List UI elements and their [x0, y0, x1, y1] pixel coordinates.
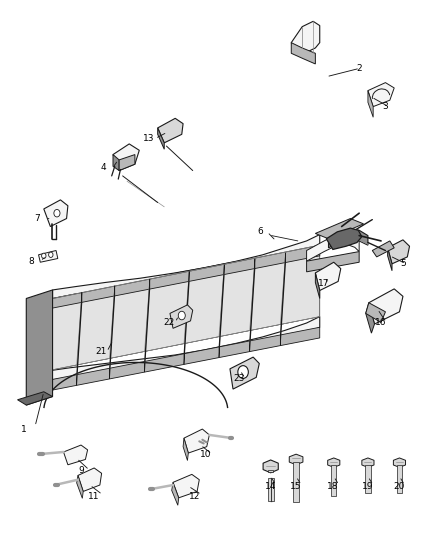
Polygon shape: [78, 468, 102, 491]
Text: 14: 14: [265, 482, 276, 490]
Polygon shape: [158, 128, 164, 149]
Text: 20: 20: [393, 482, 404, 490]
Polygon shape: [44, 245, 320, 372]
Text: 3: 3: [382, 102, 389, 111]
Text: 12: 12: [189, 492, 201, 501]
Polygon shape: [366, 303, 385, 322]
Circle shape: [42, 253, 46, 259]
Polygon shape: [368, 91, 373, 117]
Polygon shape: [44, 317, 320, 381]
Polygon shape: [77, 292, 82, 385]
Polygon shape: [388, 248, 392, 271]
Polygon shape: [173, 474, 199, 498]
Circle shape: [49, 252, 53, 257]
Text: 8: 8: [28, 257, 35, 265]
Text: 7: 7: [34, 214, 40, 223]
Text: 19: 19: [362, 482, 374, 490]
Polygon shape: [172, 482, 179, 505]
Polygon shape: [362, 458, 374, 467]
Polygon shape: [268, 470, 273, 472]
Text: 9: 9: [78, 466, 84, 474]
Polygon shape: [293, 462, 299, 502]
Polygon shape: [331, 465, 336, 496]
Polygon shape: [53, 235, 320, 298]
Polygon shape: [230, 357, 259, 389]
Polygon shape: [307, 233, 359, 261]
Polygon shape: [368, 83, 394, 107]
Polygon shape: [315, 273, 320, 298]
Text: 21: 21: [95, 348, 106, 356]
Text: 17: 17: [318, 279, 329, 288]
Polygon shape: [113, 155, 119, 171]
Polygon shape: [39, 251, 58, 262]
Polygon shape: [110, 286, 115, 379]
Polygon shape: [119, 155, 135, 171]
Polygon shape: [44, 245, 320, 372]
Polygon shape: [326, 228, 362, 249]
Text: 6: 6: [258, 228, 264, 236]
Polygon shape: [365, 465, 371, 493]
Text: 2: 2: [357, 64, 362, 72]
Circle shape: [54, 209, 60, 217]
Text: 18: 18: [327, 482, 339, 490]
Polygon shape: [184, 271, 189, 365]
Polygon shape: [393, 458, 406, 467]
Text: 10: 10: [200, 450, 212, 458]
Polygon shape: [366, 303, 374, 333]
Polygon shape: [369, 289, 403, 324]
Polygon shape: [328, 458, 340, 467]
Polygon shape: [263, 460, 278, 473]
Polygon shape: [250, 259, 255, 352]
Polygon shape: [64, 445, 88, 465]
Text: 13: 13: [143, 134, 155, 143]
Text: 16: 16: [375, 318, 387, 327]
Text: 4: 4: [100, 164, 106, 172]
Polygon shape: [315, 262, 341, 290]
Polygon shape: [113, 144, 139, 171]
Circle shape: [238, 366, 248, 378]
Polygon shape: [372, 241, 394, 257]
Polygon shape: [289, 454, 303, 465]
Circle shape: [178, 311, 185, 320]
Polygon shape: [183, 438, 188, 461]
Polygon shape: [219, 265, 224, 358]
Text: 11: 11: [88, 492, 100, 501]
Polygon shape: [280, 253, 286, 345]
Polygon shape: [44, 200, 68, 227]
Polygon shape: [53, 245, 320, 308]
Text: 23: 23: [233, 374, 244, 383]
Text: 5: 5: [400, 260, 406, 268]
Polygon shape: [291, 43, 315, 64]
Polygon shape: [18, 392, 53, 405]
Polygon shape: [388, 240, 410, 264]
Polygon shape: [44, 327, 320, 392]
Polygon shape: [315, 219, 364, 239]
Text: 15: 15: [290, 482, 301, 490]
Text: 1: 1: [21, 425, 27, 433]
Polygon shape: [328, 228, 368, 248]
Polygon shape: [268, 478, 274, 501]
Polygon shape: [170, 305, 193, 328]
Polygon shape: [291, 21, 320, 53]
Text: 22: 22: [163, 318, 174, 327]
Polygon shape: [26, 290, 53, 405]
Polygon shape: [158, 118, 183, 143]
Polygon shape: [397, 465, 402, 493]
Polygon shape: [184, 429, 209, 453]
Polygon shape: [145, 279, 150, 372]
Polygon shape: [307, 252, 359, 272]
Polygon shape: [77, 475, 83, 498]
